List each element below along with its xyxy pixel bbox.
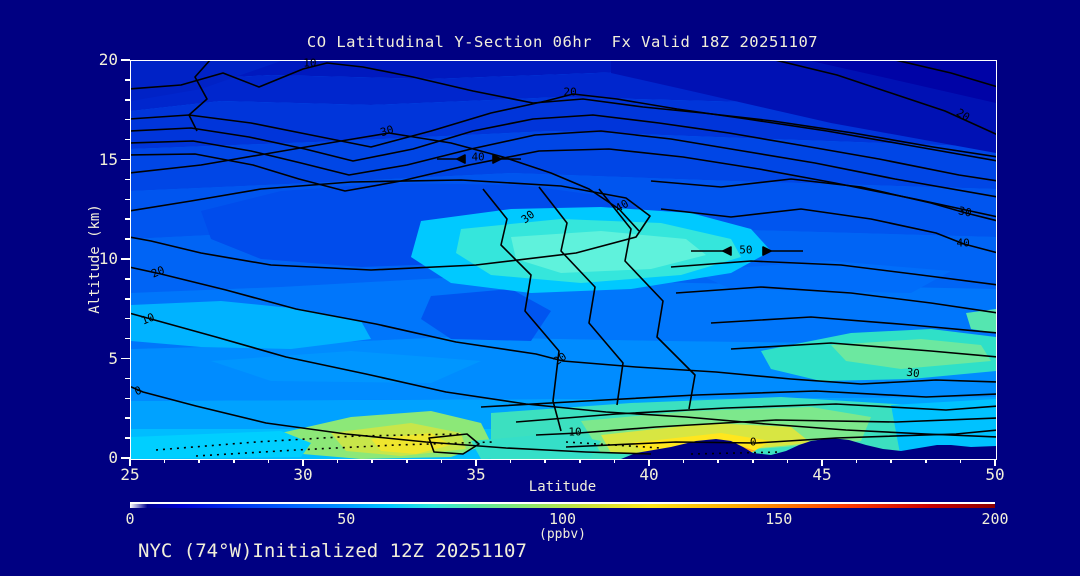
x-axis-label: Latitude xyxy=(528,479,597,495)
contour-label: 10 xyxy=(303,56,317,70)
y-axis-tick xyxy=(125,397,130,400)
x-axis-tick xyxy=(959,459,962,463)
x-axis-tick xyxy=(198,459,200,463)
x-axis-tick xyxy=(233,459,235,463)
y-axis-tick xyxy=(125,79,130,81)
contour-label: 30 xyxy=(957,204,973,220)
colorbar-tick-label: 100 xyxy=(548,510,577,528)
x-axis-tick xyxy=(855,459,858,463)
contour-plot-canvas xyxy=(131,61,996,459)
y-axis-tick xyxy=(125,118,130,121)
colorbar-gradient xyxy=(130,503,995,508)
y-axis-tick xyxy=(125,377,130,380)
y-axis-tick xyxy=(125,298,130,300)
x-axis-tick xyxy=(994,459,996,466)
contour-label: 30 xyxy=(905,365,921,381)
y-axis-tick xyxy=(125,218,130,220)
x-axis-tick-label: 45 xyxy=(812,465,832,484)
y-axis-tick xyxy=(121,59,130,61)
x-axis-tick xyxy=(613,459,616,463)
x-axis-tick-label: 30 xyxy=(293,465,313,484)
x-axis-tick xyxy=(371,459,373,463)
colorbar-units: (ppbv) xyxy=(539,527,586,542)
x-axis-tick xyxy=(475,459,477,466)
x-axis-tick xyxy=(786,459,789,463)
contour-label: 50 xyxy=(739,243,753,257)
y-axis-tick xyxy=(125,337,130,340)
x-axis-tick xyxy=(717,459,719,463)
x-axis-tick xyxy=(163,459,166,463)
colorbar-tick-label: 150 xyxy=(765,510,793,528)
x-axis-tick xyxy=(890,459,892,463)
x-axis-tick xyxy=(925,459,927,463)
plot-area xyxy=(130,60,997,460)
y-axis-tick xyxy=(125,138,130,141)
x-axis-tick-label: 40 xyxy=(639,465,659,484)
y-axis-tick-label: 0 xyxy=(108,448,118,467)
colorbar-tick-label: 200 xyxy=(981,510,1009,528)
colorbar-top-line xyxy=(130,502,995,504)
x-axis-tick xyxy=(821,459,823,466)
contour-label: 10 xyxy=(568,425,582,439)
x-axis-tick xyxy=(752,459,754,463)
y-axis-tick-label: 20 xyxy=(98,50,118,69)
x-axis-tick xyxy=(579,459,581,463)
y-axis-tick-label: 5 xyxy=(108,348,118,368)
x-axis-tick xyxy=(509,459,512,463)
footer-annotation: NYC (74°W)Initialized 12Z 20251107 xyxy=(138,540,527,562)
y-axis-tick xyxy=(125,417,130,419)
x-axis-tick xyxy=(406,459,408,463)
contour-label: 40 xyxy=(956,236,970,250)
y-axis-tick-label: 10 xyxy=(98,249,118,268)
y-axis-tick xyxy=(125,278,130,280)
contour-label: 40 xyxy=(471,150,485,164)
x-axis-tick xyxy=(267,459,270,463)
colorbar-tick-label: 0 xyxy=(125,510,135,528)
x-axis-tick xyxy=(440,459,443,463)
x-axis-tick-label: 25 xyxy=(120,465,140,484)
x-axis-tick xyxy=(544,459,546,463)
y-axis-tick xyxy=(125,99,130,101)
x-axis-tick xyxy=(336,459,339,463)
y-axis-tick xyxy=(125,238,130,240)
x-axis-tick xyxy=(302,459,304,466)
y-axis-tick xyxy=(121,357,130,360)
x-axis-tick-label: 35 xyxy=(466,465,486,484)
y-axis-tick xyxy=(125,317,130,320)
y-axis-tick xyxy=(125,198,130,201)
contour-lines xyxy=(131,61,996,457)
y-axis-tick xyxy=(121,158,130,161)
contour-label: 20 xyxy=(563,85,577,99)
x-axis-tick xyxy=(682,459,685,463)
contour-label: 0 xyxy=(749,435,757,449)
y-axis-tick xyxy=(121,457,130,459)
colorbar-tick-label: 50 xyxy=(337,510,356,528)
x-axis-tick xyxy=(648,459,650,466)
colorbar xyxy=(130,502,995,508)
y-axis-tick-label: 15 xyxy=(98,149,118,169)
fill-layer xyxy=(131,61,996,459)
y-axis-tick xyxy=(121,258,130,260)
x-axis-tick-label: 50 xyxy=(985,465,1005,484)
y-axis-tick xyxy=(125,178,130,181)
y-axis-tick xyxy=(125,437,130,439)
x-axis-tick xyxy=(129,459,131,466)
chart-title: CO Latitudinal Y-Section 06hr Fx Valid 1… xyxy=(306,33,819,51)
